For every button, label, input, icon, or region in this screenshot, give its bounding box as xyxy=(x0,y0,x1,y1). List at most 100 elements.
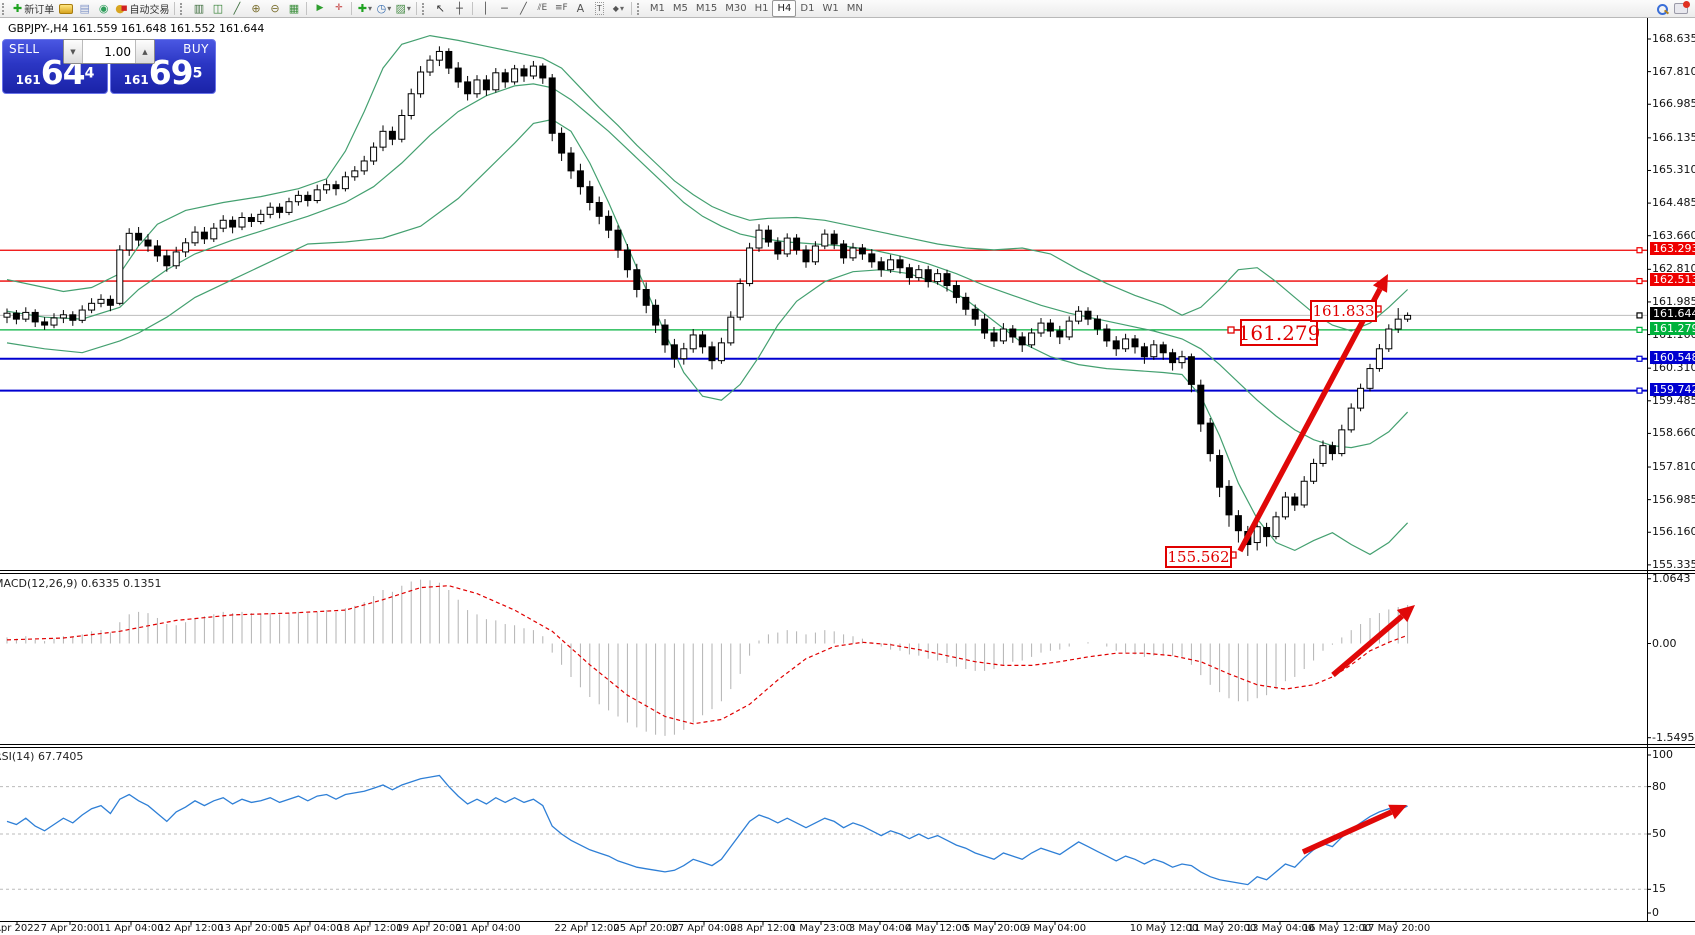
timeframe-m15-button[interactable]: M15 xyxy=(695,3,718,14)
arrows-button[interactable]: ◆ ▾ xyxy=(610,1,627,16)
candle-body xyxy=(811,245,819,263)
candle-body xyxy=(163,255,171,267)
volume-input[interactable]: 1.00 xyxy=(104,44,131,59)
crosshair-button[interactable]: ┼ xyxy=(451,1,468,16)
timeframe-m30-button[interactable]: M30 xyxy=(725,3,747,14)
autotrading-button[interactable]: ● ■ 自动交易 xyxy=(114,1,170,16)
candle-body xyxy=(595,201,603,217)
candle-body xyxy=(1234,515,1242,532)
candlestick-chart-button[interactable]: ◫ xyxy=(209,1,226,16)
volume-increase-button[interactable]: ▲ xyxy=(135,40,154,63)
candle-body xyxy=(746,247,754,285)
alert-button[interactable] xyxy=(1672,1,1690,16)
equidistant-channel-button[interactable]: ⫽E xyxy=(534,1,551,16)
zoom-in-button[interactable]: ⊕ xyxy=(247,1,264,16)
volume-spinner: ▼ 1.00 ▲ xyxy=(63,39,155,64)
arrows-icon: ◆ xyxy=(612,4,619,13)
candle-body xyxy=(229,219,237,228)
candle-body xyxy=(360,160,368,172)
candle-body xyxy=(12,312,20,320)
candle-body xyxy=(849,247,857,259)
candle-body xyxy=(614,229,622,251)
gold-button[interactable] xyxy=(57,1,74,16)
alert-icon xyxy=(1673,1,1690,14)
candle-body xyxy=(454,67,462,83)
arrows-caret-icon: ▾ xyxy=(619,4,624,13)
trendline-icon: ╱ xyxy=(520,2,527,15)
candle-body xyxy=(50,317,58,326)
line-chart-button[interactable]: ╱ xyxy=(228,1,245,16)
chart-shift-button[interactable]: ✛ xyxy=(330,1,347,16)
periods-button[interactable]: ◷ ▾ xyxy=(375,1,392,16)
annotation-anchor-marker xyxy=(1229,551,1237,559)
candle-body xyxy=(1347,407,1355,431)
candle-body xyxy=(1225,485,1233,516)
candle-body xyxy=(3,312,11,318)
candle-body xyxy=(285,201,293,213)
candle-body xyxy=(473,79,481,95)
candle-body xyxy=(31,311,39,323)
candle-body xyxy=(868,253,876,263)
tile-windows-icon: ▦ xyxy=(288,2,300,15)
candle-body xyxy=(633,269,641,290)
periods-caret-icon: ▾ xyxy=(387,4,392,13)
timeframe-d1-button[interactable]: D1 xyxy=(800,3,815,14)
candle-body xyxy=(1357,387,1365,409)
candle-body xyxy=(464,81,472,95)
toolbar-drag-handle[interactable] xyxy=(2,2,9,15)
candle-body xyxy=(97,298,105,304)
trend-arrow-head xyxy=(1388,804,1407,820)
templates-button[interactable]: ▨ ▾ xyxy=(394,1,411,16)
candle-body xyxy=(736,283,744,318)
horizontal-line-button[interactable]: ─ xyxy=(496,1,513,16)
vertical-line-button[interactable]: │ xyxy=(477,1,494,16)
candle-body xyxy=(219,219,227,229)
indicators-button[interactable]: ✚ ▾ xyxy=(356,1,373,16)
candle-body xyxy=(1281,496,1289,518)
zoom-out-button[interactable]: ⊖ xyxy=(266,1,283,16)
candle-body xyxy=(1263,527,1271,538)
timeframe-mn-button[interactable]: MN xyxy=(846,3,863,14)
cursor-button[interactable]: ↖ xyxy=(432,1,449,16)
trend-arrow-shaft xyxy=(1301,809,1393,855)
candle-body xyxy=(1310,462,1318,482)
profile-button[interactable]: ▤ xyxy=(76,1,93,16)
chart-area[interactable]: GBPJPY-,H4 161.559 161.648 161.552 161.6… xyxy=(0,17,1695,935)
timeframe-m1-button[interactable]: M1 xyxy=(649,3,665,14)
candle-body xyxy=(1206,422,1214,455)
candle-body xyxy=(1046,322,1054,332)
candle-body xyxy=(1187,356,1195,385)
candle-body xyxy=(661,324,669,346)
autotrading-icon: ● xyxy=(115,2,125,15)
search-icon xyxy=(1656,3,1669,15)
fibonacci-button[interactable]: ≡F xyxy=(553,1,570,16)
crosshair-icon: ┼ xyxy=(456,2,463,15)
candle-body xyxy=(1159,344,1167,354)
timeframe-h4-button[interactable]: H4 xyxy=(772,0,797,17)
search-button[interactable] xyxy=(1653,1,1670,16)
trendline-button[interactable]: ╱ xyxy=(515,1,532,16)
auto-scroll-icon: ▶ xyxy=(316,3,324,13)
text-button[interactable]: A xyxy=(572,1,589,16)
new-order-button[interactable]: ✚ 新订单 xyxy=(12,1,55,16)
buy-price: 161695 xyxy=(123,53,203,92)
text-label-button[interactable]: T xyxy=(591,1,608,16)
candle-body xyxy=(689,334,697,350)
timeframe-m5-button[interactable]: M5 xyxy=(672,3,688,14)
signal-button[interactable]: ◉ xyxy=(95,1,112,16)
bar-chart-button[interactable]: ▥ xyxy=(190,1,207,16)
candle-body xyxy=(501,72,509,83)
candle-body xyxy=(370,146,378,162)
candle-body xyxy=(727,316,735,344)
candle-body xyxy=(934,273,942,283)
timeframe-h1-button[interactable]: H1 xyxy=(754,3,769,14)
auto-scroll-button[interactable]: ▶ xyxy=(311,1,328,16)
tile-windows-button[interactable]: ▦ xyxy=(285,1,302,16)
volume-decrease-button[interactable]: ▼ xyxy=(64,40,83,63)
candle-body xyxy=(783,237,791,255)
candle-body xyxy=(623,249,631,271)
candle-body xyxy=(943,273,951,287)
timeframe-w1-button[interactable]: W1 xyxy=(822,3,839,14)
candle-body xyxy=(351,170,359,178)
